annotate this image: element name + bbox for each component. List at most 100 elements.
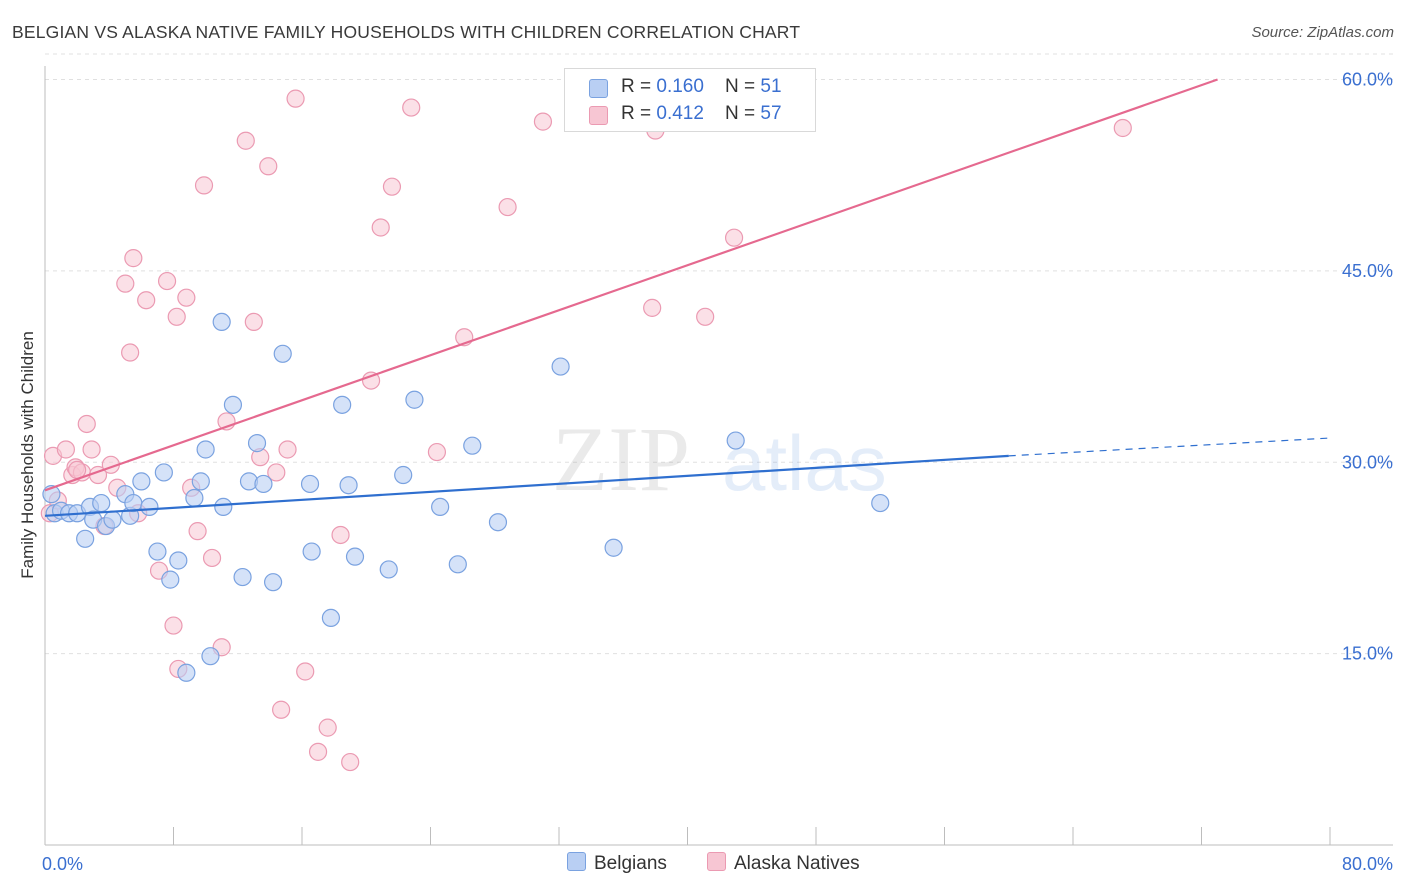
alaska-point-34 <box>267 463 286 482</box>
alaska-point-44 <box>371 218 390 237</box>
bottom-legend-label-alaska: Alaska Natives <box>734 853 860 874</box>
legend-r-value-alaska: 0.412 <box>656 103 704 124</box>
y-tick-label-45: 45.0% <box>1342 261 1393 281</box>
bottom-legend-label-belgians: Belgians <box>594 853 667 874</box>
axes <box>44 66 1393 846</box>
y-axis-label: Family Households with Children <box>18 331 37 579</box>
alaska-point-54 <box>724 228 744 247</box>
belgian-point-37 <box>333 395 352 414</box>
alaska-point-27 <box>202 548 222 568</box>
alaska-point-49 <box>498 197 517 217</box>
belgian-point-25 <box>212 312 231 332</box>
belgians-trend-line <box>44 454 1009 517</box>
belgian-point-10 <box>103 510 122 529</box>
y-tick-label-30: 30.0% <box>1342 452 1393 472</box>
belgian-point-35 <box>302 542 321 561</box>
belgian-point-5 <box>76 529 95 548</box>
belgian-point-36 <box>321 608 341 628</box>
alaska-point-17 <box>137 291 156 310</box>
bottom-legend-alaska[interactable]: Alaska Natives <box>707 852 860 875</box>
belgian-point-14 <box>132 472 151 491</box>
belgian-point-45 <box>463 436 482 455</box>
source-label: Source: ZipAtlas.com <box>1251 24 1394 41</box>
belgian-point-26 <box>214 497 233 517</box>
alaska-point-47 <box>427 442 447 462</box>
correlation-legend: R = 0.160 N = 51 R = 0.412 N = 57 <box>564 68 816 132</box>
belgian-point-48 <box>604 538 623 557</box>
alaska-point-13 <box>116 274 135 293</box>
y-tick-label-60: 60.0% <box>1342 70 1393 90</box>
watermark-zip: ZIP <box>552 408 690 510</box>
belgian-point-16 <box>148 542 167 561</box>
alaska-point-3 <box>56 440 75 459</box>
alaska-point-43 <box>361 371 381 390</box>
alaska-trend-line <box>44 78 1218 492</box>
alaska-point-53 <box>696 307 715 326</box>
belgian-point-28 <box>233 567 252 587</box>
bottom-legend-swatch-alaska <box>707 852 726 871</box>
legend-r-value-belgians: 0.160 <box>656 76 704 97</box>
alaska-point-19 <box>157 271 177 291</box>
belgian-point-31 <box>254 474 273 494</box>
belgian-point-50 <box>871 493 890 513</box>
legend-swatch-alaska <box>589 106 608 125</box>
legend-n-label-alaska: N = <box>725 103 761 124</box>
bottom-legend-belgians[interactable]: Belgians <box>567 852 667 875</box>
belgian-point-20 <box>177 663 196 682</box>
alaska-point-14 <box>121 343 140 362</box>
alaska-point-30 <box>236 131 255 150</box>
legend-swatch-belgians <box>589 79 608 98</box>
alaska-point-37 <box>286 89 305 108</box>
alaska-point-33 <box>259 157 278 176</box>
chart-title: BELGIAN VS ALASKA NATIVE FAMILY HOUSEHOL… <box>12 22 801 42</box>
bottom-legend-swatch-belgians <box>567 852 586 871</box>
legend-n-value-belgians: 51 <box>760 76 782 97</box>
y-tick-label-15: 15.0% <box>1342 644 1393 664</box>
belgian-point-17 <box>154 463 173 482</box>
alaska-point-36 <box>278 440 297 459</box>
belgian-point-34 <box>300 474 320 494</box>
alaska-point-31 <box>244 312 263 332</box>
belgians-points <box>42 312 890 682</box>
belgian-point-49 <box>726 431 745 450</box>
alaska-point-20 <box>164 616 183 635</box>
belgian-point-42 <box>405 390 424 409</box>
x-tick-label-min: 0.0% <box>42 854 83 874</box>
gridlines <box>45 53 1393 655</box>
alaska-point-23 <box>177 288 196 307</box>
belgian-point-46 <box>488 513 508 532</box>
alaska-point-21 <box>167 307 186 326</box>
alaska-point-25 <box>188 522 207 541</box>
belgian-point-27 <box>223 395 243 414</box>
belgian-point-8 <box>92 493 111 513</box>
alaska-point-50 <box>533 112 553 131</box>
legend-n-value-alaska: 57 <box>760 103 782 124</box>
belgian-point-32 <box>263 573 283 592</box>
alaska-point-15 <box>124 249 143 268</box>
watermark-atlas: atlas <box>722 419 887 507</box>
alaska-point-41 <box>331 525 350 545</box>
watermark: ZIP atlas <box>552 408 887 510</box>
alaska-point-40 <box>318 718 337 737</box>
tick-labels: 15.0% 30.0% 45.0% 60.0% 0.0% 80.0% <box>42 70 1393 875</box>
belgian-point-41 <box>394 465 413 485</box>
belgian-point-23 <box>196 440 215 459</box>
alaska-point-38 <box>296 662 315 681</box>
alaska-point-45 <box>382 177 402 196</box>
legend-r-label-belgians: R = <box>621 76 657 97</box>
alaska-point-8 <box>82 440 101 459</box>
legend-n-label-belgians: N = <box>725 76 761 97</box>
alaska-point-35 <box>272 700 291 719</box>
belgian-point-38 <box>339 476 358 495</box>
belgian-point-44 <box>448 555 467 574</box>
belgian-point-39 <box>345 547 365 566</box>
belgian-point-43 <box>431 497 450 517</box>
alaska-point-55 <box>1113 118 1132 138</box>
belgian-point-47 <box>551 357 570 376</box>
belgian-point-15 <box>140 497 159 517</box>
belgian-point-21 <box>185 488 204 508</box>
belgian-point-30 <box>247 434 267 453</box>
trend-lines <box>44 78 1331 517</box>
alaska-point-51 <box>643 298 662 317</box>
